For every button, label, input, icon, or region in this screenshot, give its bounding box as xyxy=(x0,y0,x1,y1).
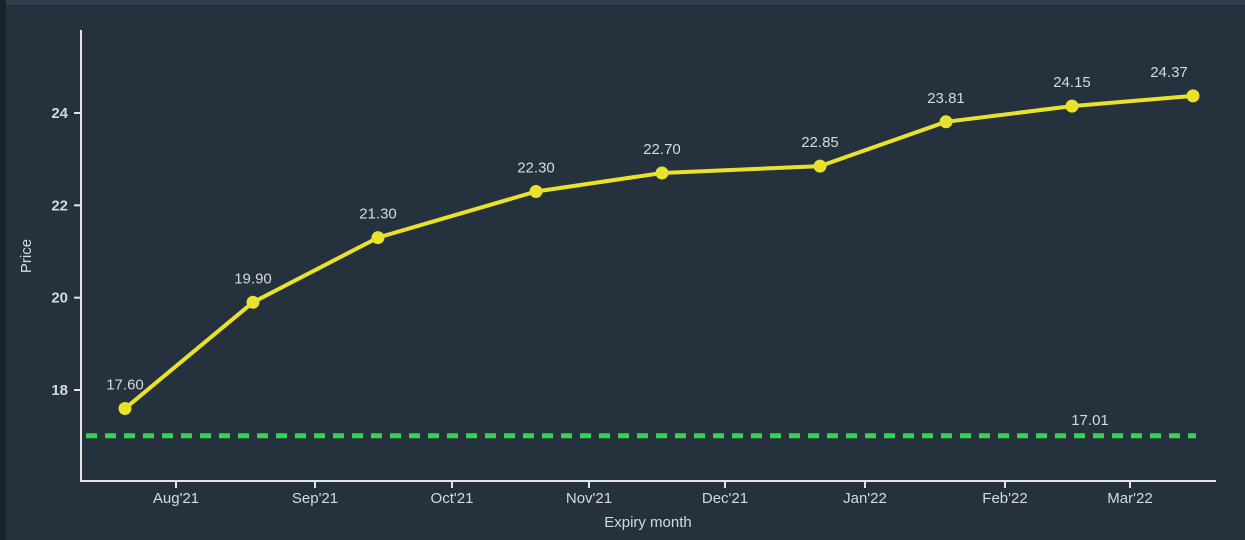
x-tick-label: Feb'22 xyxy=(982,490,1027,507)
x-tick-label: Nov'21 xyxy=(566,490,612,507)
y-tick-label: 20 xyxy=(51,290,68,307)
reference-line-label: 17.01 xyxy=(1071,412,1109,429)
window-top-strip xyxy=(0,0,1245,5)
data-point-marker[interactable] xyxy=(1065,99,1079,113)
x-tick-label: Mar'22 xyxy=(1107,490,1152,507)
data-point-label: 22.85 xyxy=(801,134,839,151)
data-point-marker[interactable] xyxy=(1186,89,1200,103)
data-point-label: 23.81 xyxy=(927,90,965,107)
data-point-label: 22.70 xyxy=(643,141,681,158)
data-point-label: 22.30 xyxy=(517,160,555,177)
data-point-label: 24.37 xyxy=(1150,64,1188,81)
data-point-marker[interactable] xyxy=(371,231,385,245)
data-point-marker[interactable] xyxy=(529,185,543,198)
data-point-marker[interactable] xyxy=(118,402,132,415)
data-point-marker[interactable] xyxy=(246,295,260,309)
y-axis-title: Price xyxy=(18,239,35,273)
data-point-label: 19.90 xyxy=(234,270,272,287)
x-tick-label: Oct'21 xyxy=(431,490,474,507)
data-point-label: 17.60 xyxy=(106,377,144,394)
data-point-label: 21.30 xyxy=(359,206,397,223)
x-tick-label: Dec'21 xyxy=(702,490,748,507)
data-point-marker[interactable] xyxy=(655,166,669,180)
x-tick-label: Aug'21 xyxy=(153,490,199,507)
data-point-label: 24.15 xyxy=(1053,74,1091,91)
y-tick-label: 24 xyxy=(51,105,68,122)
window-left-strip xyxy=(0,0,6,540)
y-tick-label: 22 xyxy=(51,197,68,214)
x-tick-label: Jan'22 xyxy=(843,490,887,507)
x-axis-title: Expiry month xyxy=(604,514,692,531)
data-point-marker[interactable] xyxy=(939,115,953,129)
data-point-marker[interactable] xyxy=(813,159,827,173)
y-tick-label: 18 xyxy=(51,382,68,399)
x-tick-label: Sep'21 xyxy=(292,490,338,507)
